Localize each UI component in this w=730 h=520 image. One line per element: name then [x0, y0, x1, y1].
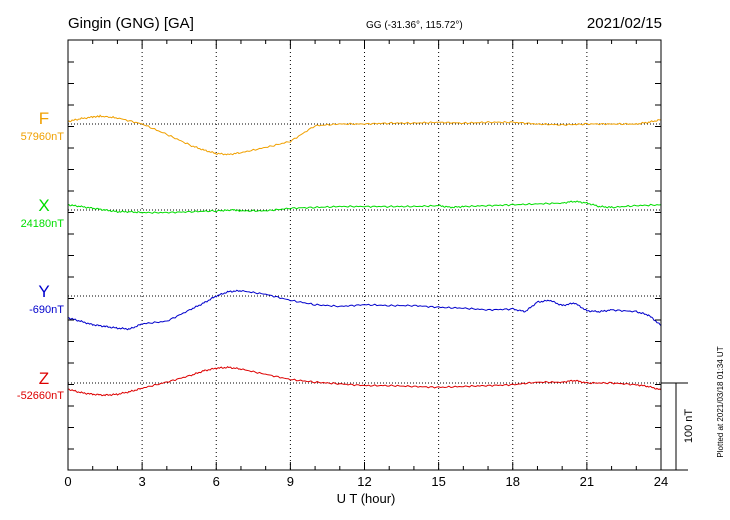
x-tick-label-24: 24 — [654, 474, 668, 489]
grid — [141, 40, 588, 470]
series-x-line — [67, 200, 662, 214]
x-tick-label-21: 21 — [580, 474, 594, 489]
x-tick-label-0: 0 — [64, 474, 71, 489]
x-axis-ticks: 0 3 6 9 12 15 18 21 24 — [64, 40, 668, 489]
series-x-name: X — [38, 196, 49, 215]
series-z-line — [68, 366, 662, 397]
x-tick-label-3: 3 — [139, 474, 146, 489]
x-tick-label-15: 15 — [431, 474, 445, 489]
plot-frame — [67, 39, 662, 471]
x-axis-label: U T (hour) — [337, 491, 396, 506]
series-f-line — [67, 114, 662, 156]
x-tick-label-12: 12 — [357, 474, 371, 489]
series-f-baseline-value: 57960nT — [21, 131, 65, 143]
series-y-baseline-value: -690nT — [29, 304, 64, 316]
station-title: Gingin (GNG) [GA] — [68, 15, 194, 32]
series-z-name: Z — [39, 369, 49, 388]
series-y-name: Y — [38, 282, 49, 301]
x-tick-label-9: 9 — [287, 474, 294, 489]
scale-bar: 100 nT — [661, 382, 695, 471]
station-coords: GG (-31.36°, 115.72°) — [366, 20, 463, 31]
x-tick-label-18: 18 — [506, 474, 520, 489]
series-x-baseline-value: 24180nT — [21, 218, 65, 230]
series-f-name: F — [39, 109, 49, 128]
x-tick-label-6: 6 — [213, 474, 220, 489]
series-y-line — [68, 289, 662, 331]
series-lines — [67, 114, 662, 397]
series-labels: F 57960nT X 24180nT Y -690nT Z -52660nT — [17, 109, 64, 402]
scale-bar-label: 100 nT — [683, 409, 695, 444]
plot-date: 2021/02/15 — [587, 15, 662, 32]
plotted-timestamp: Plotted at 2021/03/18 01:34 UT — [716, 346, 725, 457]
series-z-baseline-value: -52660nT — [17, 390, 64, 402]
